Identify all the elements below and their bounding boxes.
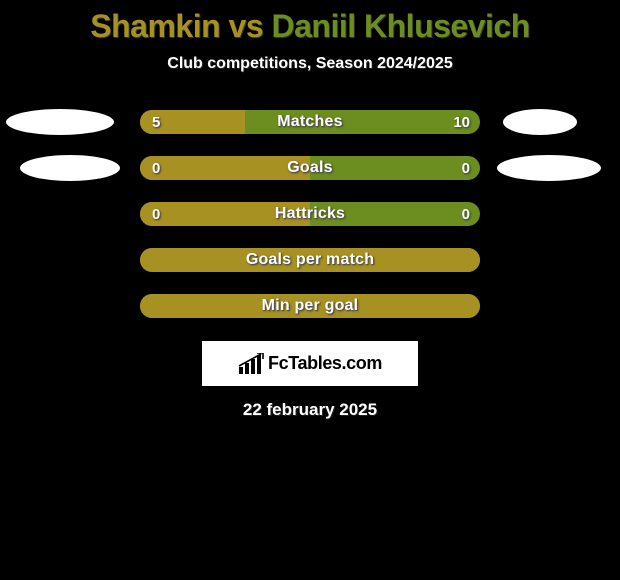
stat-bar: Goals per match — [140, 248, 480, 272]
stat-rows: 510Matches 00Goals 00Hattricks Goals per ma… — [0, 99, 620, 329]
right-figure-oval — [497, 155, 601, 181]
player2-name: Daniil Khlusevich — [272, 8, 530, 44]
stat-row: 510Matches — [0, 99, 620, 145]
logo-text: FcTables.com — [268, 353, 382, 374]
comparison-title: Shamkin vs Daniil Khlusevich — [0, 0, 620, 45]
stat-row: Goals per match — [0, 237, 620, 283]
stat-row: 00Goals — [0, 145, 620, 191]
logo-box: FcTables.com — [202, 341, 418, 386]
stat-label: Goals per match — [140, 248, 480, 272]
stat-bar: 00Hattricks — [140, 202, 480, 226]
stat-label: Min per goal — [140, 294, 480, 318]
stat-label: Matches — [140, 110, 480, 134]
stat-label: Hattricks — [140, 202, 480, 226]
stat-label: Goals — [140, 156, 480, 180]
right-figure-oval — [503, 109, 577, 135]
stat-bar: 510Matches — [140, 110, 480, 134]
player1-name: Shamkin — [90, 8, 220, 44]
footer-date: 22 february 2025 — [0, 400, 620, 420]
stat-row: Min per goal — [0, 283, 620, 329]
stat-row: 00Hattricks — [0, 191, 620, 237]
subtitle: Club competitions, Season 2024/2025 — [0, 55, 620, 73]
vs-separator: vs — [220, 8, 271, 44]
left-figure-oval — [20, 155, 120, 181]
left-figure-oval — [6, 109, 114, 135]
bar-chart-arrow-icon — [238, 353, 264, 375]
stat-bar: Min per goal — [140, 294, 480, 318]
stat-bar: 00Goals — [140, 156, 480, 180]
